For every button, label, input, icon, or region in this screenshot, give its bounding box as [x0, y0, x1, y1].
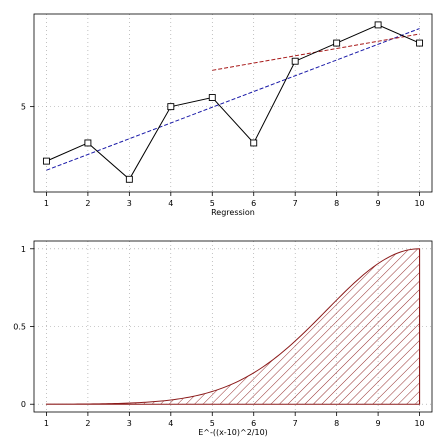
x-tick-label: 2 — [85, 419, 90, 428]
data-point-marker — [416, 39, 424, 47]
regression-line — [46, 28, 420, 171]
x-tick-label: 10 — [414, 199, 424, 208]
y-tick-label: 0 — [21, 400, 26, 409]
data-point-marker — [333, 39, 341, 47]
y-tick-label: 5 — [21, 103, 26, 112]
x-tick-label: 5 — [210, 419, 215, 428]
y-tick-label: 1 — [21, 245, 26, 254]
data-point-marker — [291, 57, 299, 65]
data-point-marker — [208, 94, 216, 102]
x-tick-label: 2 — [85, 199, 90, 208]
x-tick-label: 1 — [44, 419, 49, 428]
x-tick-label: 10 — [414, 419, 424, 428]
data-point-marker — [84, 139, 92, 147]
gaussian-area — [45, 248, 421, 405]
x-tick-label: 1 — [44, 199, 49, 208]
x-tick-label: 8 — [334, 199, 339, 208]
data-line — [46, 24, 420, 181]
data-point-marker — [374, 21, 382, 29]
x-tick-label: 8 — [334, 419, 339, 428]
x-tick-label: 7 — [293, 419, 298, 428]
x-axis-label: Regression — [211, 208, 255, 217]
plot-frame — [33, 13, 433, 193]
x-tick-label: 9 — [376, 419, 381, 428]
x-tick-label: 5 — [210, 199, 215, 208]
x-tick-label: 6 — [251, 419, 256, 428]
x-tick-label: 7 — [293, 199, 298, 208]
x-tick-label: 6 — [251, 199, 256, 208]
data-point-marker — [167, 103, 175, 111]
y-tick-label: 0.5 — [13, 323, 26, 332]
x-tick-label: 3 — [127, 419, 132, 428]
gaussian-area-chart: 1 2 3 4 5 6 7 8 9 10 0 0.5 1 E^-((x-10)^2/10) — [13, 240, 433, 437]
x-tick-label: 4 — [168, 199, 173, 208]
x-axis-label: E^-((x-10)^2/10) — [198, 428, 268, 437]
data-point-marker — [125, 175, 133, 183]
data-point-marker — [42, 157, 50, 165]
x-tick-label: 4 — [168, 419, 173, 428]
x-tick-label: 3 — [127, 199, 132, 208]
x-tick-label: 9 — [376, 199, 381, 208]
data-point-marker — [250, 139, 258, 147]
